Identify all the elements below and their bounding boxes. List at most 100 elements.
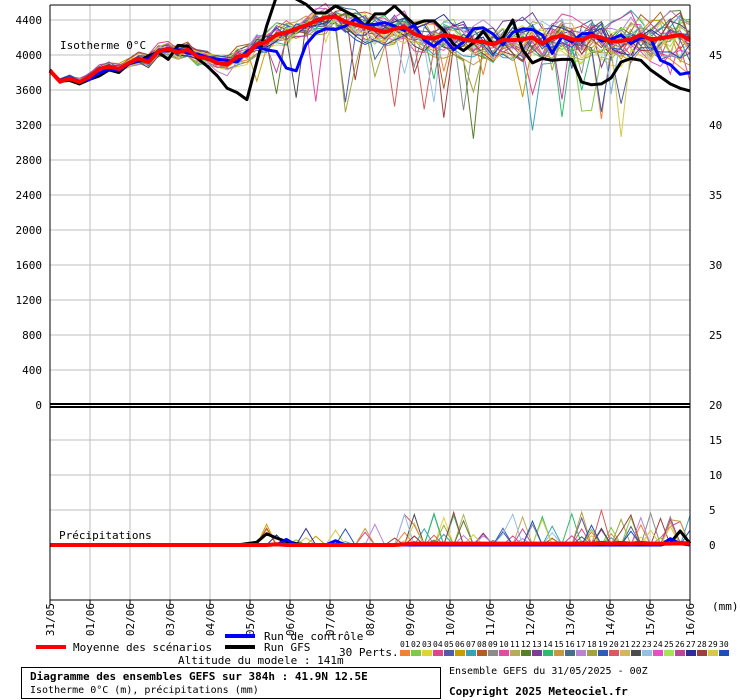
member-swatch-29 <box>708 650 718 656</box>
member-number-30: 30 <box>719 640 729 649</box>
member-number-13: 13 <box>532 640 542 649</box>
footer-title-box <box>21 667 441 699</box>
member-swatch-07 <box>466 650 476 656</box>
member-number-29: 29 <box>708 640 718 649</box>
member-number-08: 08 <box>477 640 487 649</box>
y-right-tick-precip: 10 <box>709 469 722 482</box>
y-left-tick: 4000 <box>16 49 43 62</box>
y-right-tick-iso: 30 <box>709 259 722 272</box>
member-swatch-05 <box>444 650 454 656</box>
member-swatch-22 <box>631 650 641 656</box>
member-swatch-18 <box>587 650 597 656</box>
ensemble-member-legend: 01 02 03 04 05 06 07 08 09 10 11 12 13 14 15 16 17 18 19 20… <box>400 640 729 656</box>
y-right-tick-iso: 45 <box>709 49 722 62</box>
member-swatch-25 <box>664 650 674 656</box>
member-swatch-12 <box>521 650 531 656</box>
y-right-tick-precip: 0 <box>709 539 716 552</box>
member-swatch-15 <box>554 650 564 656</box>
member-swatch-11 <box>510 650 520 656</box>
x-tick-label: 01/06 <box>84 603 97 636</box>
x-tick-label: 31/05 <box>44 603 57 636</box>
footer-copyright: Copyright 2025 Meteociel.fr <box>449 685 628 698</box>
member-number-05: 05 <box>444 640 454 649</box>
member-swatch-21 <box>620 650 630 656</box>
member-number-27: 27 <box>686 640 696 649</box>
member-swatch-02 <box>411 650 421 656</box>
y-left-tick: 3200 <box>16 119 43 132</box>
tick-labels: 0400800120016002000240028003200360040004… <box>16 14 723 636</box>
y-left-tick: 2000 <box>16 224 43 237</box>
x-tick-label: 05/06 <box>244 603 257 636</box>
main-series-lines <box>48 0 692 547</box>
chart-axes <box>49 4 691 601</box>
member-swatch-24 <box>653 650 663 656</box>
legend-label-gfs: Run GFS <box>264 641 310 654</box>
member-number-24: 24 <box>653 640 663 649</box>
member-number-17: 17 <box>576 640 586 649</box>
member-swatch-17 <box>576 650 586 656</box>
member-swatch-09 <box>488 650 498 656</box>
y-right-tick-iso: 40 <box>709 119 722 132</box>
y-right-tick-iso: 20 <box>709 399 722 412</box>
member-swatch-19 <box>598 650 608 656</box>
legend-label-mean: Moyenne des scénarios <box>73 641 212 654</box>
x-tick-label: 03/06 <box>164 603 177 636</box>
member-number-23: 23 <box>642 640 652 649</box>
y-left-tick: 2400 <box>16 189 43 202</box>
member-swatch-06 <box>455 650 465 656</box>
x-tick-label: 09/06 <box>404 603 417 636</box>
member-swatch-16 <box>565 650 575 656</box>
y-left-tick: 2800 <box>16 154 43 167</box>
member-swatch-10 <box>499 650 509 656</box>
series-isotherm-0 <box>48 14 691 85</box>
member-swatch-30 <box>719 650 729 656</box>
x-tick-label: 16/06 <box>684 603 697 636</box>
x-tick-label: 14/06 <box>604 603 617 636</box>
footer-title: Diagramme des ensembles GEFS sur 384h : … <box>30 670 368 683</box>
member-swatch-27 <box>686 650 696 656</box>
footer-subtitle: Isotherme 0°C (m), précipitations (mm) <box>30 685 259 696</box>
precip-panel-title: Précipitations <box>59 529 152 542</box>
member-number-19: 19 <box>598 640 608 649</box>
member-swatch-20 <box>609 650 619 656</box>
y-left-tick: 1200 <box>16 294 43 307</box>
chart-grid <box>49 5 691 600</box>
y-right-tick-iso: 25 <box>709 329 722 342</box>
series-precip-0 <box>50 540 691 547</box>
altitude-label: Altitude du modele : 141m <box>178 654 344 667</box>
member-number-16: 16 <box>565 640 575 649</box>
y-left-tick: 0 <box>35 399 42 412</box>
x-tick-label: 10/06 <box>444 603 457 636</box>
x-tick-label: 07/06 <box>324 603 337 636</box>
y-left-tick: 4400 <box>16 14 43 27</box>
member-swatch-01 <box>400 650 410 656</box>
member-number-11: 11 <box>510 640 520 649</box>
ensemble-count-label: 30 Perts. <box>339 646 399 659</box>
member-number-09: 09 <box>488 640 498 649</box>
member-number-20: 20 <box>609 640 619 649</box>
member-swatch-13 <box>532 650 542 656</box>
ensemble-isotherm-29 <box>49 10 691 137</box>
member-number-10: 10 <box>499 640 509 649</box>
member-number-01: 01 <box>400 640 410 649</box>
member-number-02: 02 <box>411 640 421 649</box>
legend-label-control: Run de contrôle <box>264 630 363 643</box>
member-number-14: 14 <box>543 640 553 649</box>
y-left-tick: 1600 <box>16 259 43 272</box>
member-swatch-03 <box>422 650 432 656</box>
member-number-12: 12 <box>521 640 531 649</box>
member-number-28: 28 <box>697 640 707 649</box>
y-left-tick: 800 <box>22 329 42 342</box>
member-number-07: 07 <box>466 640 476 649</box>
member-swatch-14 <box>543 650 553 656</box>
member-number-21: 21 <box>620 640 630 649</box>
member-swatch-08 <box>477 650 487 656</box>
member-number-04: 04 <box>433 640 443 649</box>
x-tick-label: 08/06 <box>364 603 377 636</box>
x-tick-label: 11/06 <box>484 603 497 636</box>
x-tick-label: 06/06 <box>284 603 297 636</box>
y-left-tick: 3600 <box>16 84 43 97</box>
member-number-15: 15 <box>554 640 564 649</box>
isotherm-panel-title: Isotherme 0°C <box>60 39 146 52</box>
